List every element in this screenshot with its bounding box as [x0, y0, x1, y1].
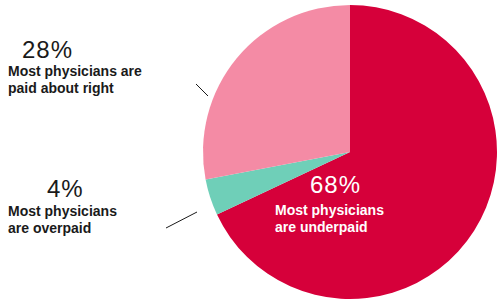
labels: 68%Most physiciansare underpaid4%Most ph…: [8, 36, 384, 236]
leader-line: [196, 84, 208, 96]
data-label: 68%: [310, 171, 361, 198]
data-label: 28%: [22, 36, 73, 63]
category-label: Most physiciansare overpaid: [8, 203, 117, 236]
category-label: Most physicians arepaid about right: [8, 63, 142, 96]
slices: [203, 5, 497, 299]
leader-line: [166, 212, 197, 228]
label-line: are underpaid: [275, 219, 368, 235]
label-line: paid about right: [8, 80, 114, 96]
label-line: Most physicians: [275, 202, 384, 218]
pie-slice: [203, 5, 350, 180]
label-line: Most physicians: [8, 203, 117, 219]
data-label: 4%: [47, 175, 84, 202]
chart: 68%Most physiciansare underpaid4%Most ph…: [0, 0, 501, 301]
label-line: are overpaid: [8, 220, 91, 236]
label-line: Most physicians are: [8, 63, 142, 79]
category-label: Most physiciansare underpaid: [275, 202, 384, 235]
